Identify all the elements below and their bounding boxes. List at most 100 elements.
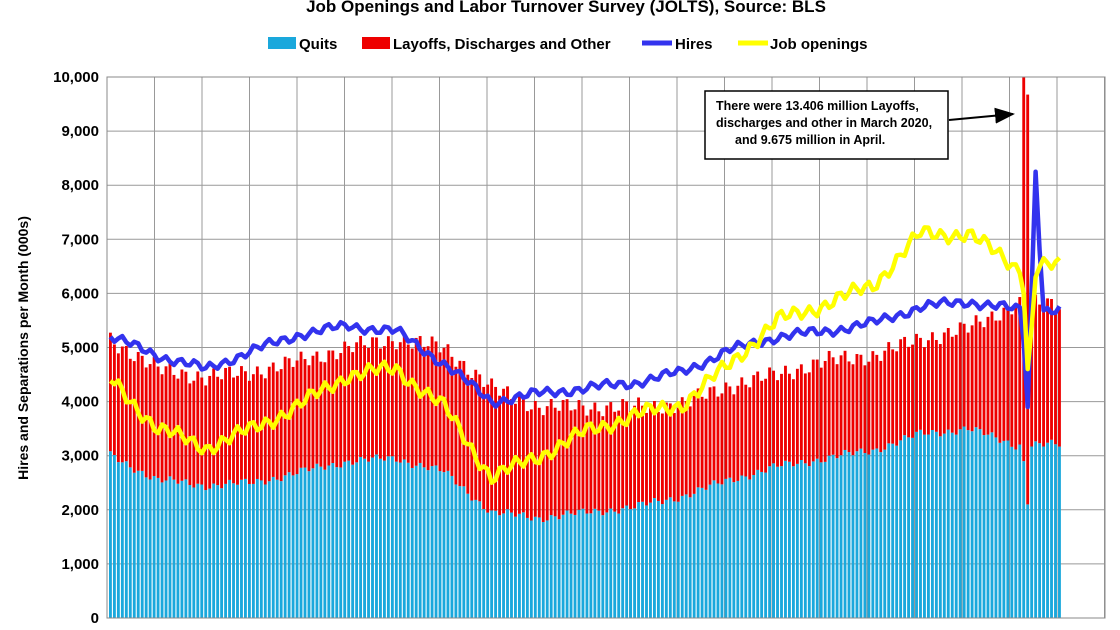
y-tick-label: 3,000: [61, 448, 99, 465]
bar-quits: [109, 451, 112, 618]
bar-layoffs: [684, 401, 688, 495]
bar-layoffs: [720, 393, 724, 485]
bar-quits: [200, 484, 204, 618]
y-tick-label: 0: [91, 610, 99, 627]
bar-layoffs: [954, 334, 958, 435]
bar-layoffs: [561, 400, 565, 515]
bar-quits: [128, 467, 132, 618]
bar-layoffs: [668, 403, 672, 498]
bar-quits: [764, 472, 768, 618]
bar-layoffs: [776, 380, 779, 467]
bar-layoffs: [788, 373, 791, 462]
bar-layoffs: [879, 360, 883, 453]
bar-layoffs: [895, 351, 899, 446]
bar-quits: [962, 426, 966, 618]
annotation-line-1: There were 13.406 million Layoffs,: [716, 99, 919, 113]
bar-layoffs: [474, 369, 478, 500]
bar-layoffs: [164, 366, 168, 481]
bar-layoffs: [716, 396, 720, 484]
bar-quits: [478, 501, 482, 618]
bar-quits: [236, 484, 239, 618]
bar-quits: [152, 475, 156, 618]
bar-quits: [827, 455, 831, 618]
bar-quits: [355, 462, 359, 618]
bar-layoffs: [565, 399, 569, 511]
bar-quits: [585, 513, 589, 618]
bar-layoffs: [224, 367, 228, 484]
bar-quits: [811, 461, 815, 618]
bar-quits: [1006, 440, 1010, 618]
bar-quits: [692, 493, 696, 618]
bar-layoffs: [1042, 308, 1046, 447]
bar-layoffs: [196, 371, 200, 484]
bar-layoffs: [152, 357, 156, 476]
bar-quits: [267, 481, 271, 618]
bar-quits: [180, 480, 184, 618]
bar-quits: [942, 433, 946, 618]
bar-quits: [637, 502, 640, 618]
bar-layoffs: [875, 354, 879, 449]
bar-quits: [430, 466, 434, 618]
bar-quits: [875, 448, 879, 618]
annotation-line-2: discharges and other in March 2020,: [716, 116, 932, 130]
bar-layoffs: [982, 327, 986, 436]
bar-quits: [930, 430, 934, 618]
bar-quits: [958, 429, 962, 618]
bar-layoffs: [645, 412, 648, 506]
y-tick-label: 8,000: [61, 177, 99, 194]
bar-layoffs: [617, 410, 621, 514]
bar-layoffs: [911, 344, 914, 438]
bar-layoffs: [569, 410, 573, 514]
bar-quits: [823, 461, 827, 618]
bar-layoffs: [498, 395, 502, 516]
bar-layoffs: [375, 337, 378, 455]
bar-quits: [160, 482, 164, 618]
bar-layoffs: [621, 399, 625, 509]
bar-layoffs: [454, 366, 458, 485]
bar-layoffs: [950, 336, 954, 433]
legend-job-openings-label: Job openings: [770, 36, 868, 53]
bar-layoffs: [132, 361, 136, 473]
bar-quits: [676, 501, 680, 618]
bar-layoffs: [1026, 94, 1030, 505]
bar-quits: [255, 478, 259, 618]
bar-layoffs: [311, 355, 315, 469]
bar-layoffs: [466, 374, 470, 494]
chart-title: Job Openings and Labor Turnover Survey (…: [306, 0, 826, 16]
bar-quits: [521, 512, 525, 618]
bar-quits: [950, 432, 954, 618]
bar-quits: [724, 478, 728, 618]
legend-layoffs-label: Layoffs, Discharges and Other: [393, 36, 611, 53]
bar-quits: [966, 430, 970, 618]
bar-quits: [617, 513, 621, 618]
bar-layoffs: [998, 320, 1002, 443]
bar-quits: [656, 500, 660, 618]
bar-quits: [525, 517, 529, 618]
bar-quits: [283, 475, 287, 618]
bar-quits: [303, 467, 307, 618]
bar-quits: [887, 443, 891, 618]
bar-layoffs: [847, 361, 851, 453]
bar-layoffs: [140, 355, 144, 471]
bar-layoffs: [200, 377, 204, 485]
bar-layoffs: [363, 345, 366, 459]
bar-layoffs: [625, 401, 629, 506]
bar-quits: [140, 470, 144, 618]
bar-quits: [375, 454, 378, 618]
bar-layoffs: [1002, 307, 1006, 441]
bar-layoffs: [442, 347, 446, 473]
bars: [109, 77, 1061, 618]
bar-layoffs: [323, 362, 327, 470]
bar-layoffs: [978, 321, 982, 430]
bar-quits: [728, 477, 732, 618]
bar-quits: [577, 509, 581, 618]
bar-quits: [835, 458, 839, 618]
bar-layoffs: [696, 388, 700, 488]
bar-layoffs: [732, 394, 736, 483]
bar-layoffs: [930, 332, 934, 431]
bar-quits: [379, 458, 382, 618]
bar-quits: [784, 460, 787, 618]
bar-layoffs: [263, 378, 267, 485]
bar-quits: [696, 487, 700, 618]
